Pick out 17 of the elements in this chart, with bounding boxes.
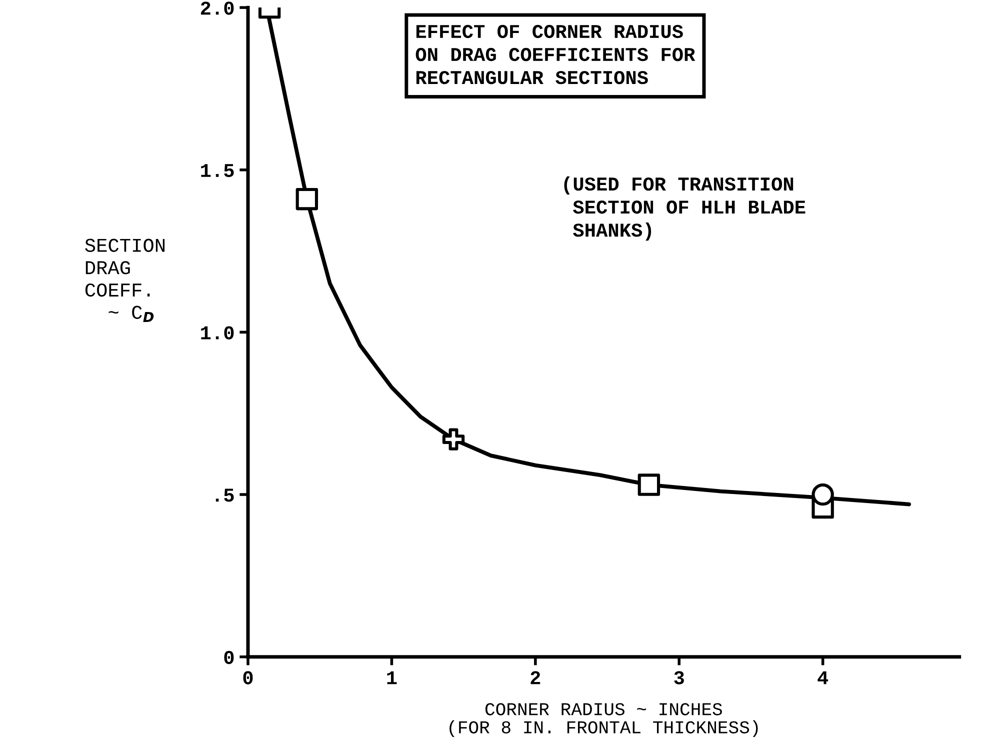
y-tick-label: 2.0	[200, 2, 234, 15]
text: EFFECT OF CORNER RADIUS ON DRAG COEFFICIENTS FOR RECTANGULAR SECTIONS	[416, 24, 696, 84]
y-axis-title: SECTION DRAG COEFF. ~ C$_{D}$	[85, 238, 165, 322]
x-tick-label: 4	[818, 671, 828, 684]
y-tick-label: 1.0	[201, 326, 234, 340]
x-tick-label: 3	[674, 671, 684, 684]
y-tick-label: 1.5	[201, 164, 234, 178]
y-tick-label: .5	[216, 488, 234, 502]
point	[442, 428, 465, 450]
x-tick-label: 1	[387, 671, 397, 684]
y-tick-label: 0	[224, 650, 234, 664]
x-axis-title: CORNER RADIUS ~ INCHES (FOR 8 IN. FRONTAL THICKNESS)	[450, 703, 758, 738]
x-tick-label: 2	[530, 671, 540, 684]
point	[812, 483, 834, 506]
point	[638, 474, 660, 496]
x-tick-label: 0	[243, 671, 253, 684]
annotation: (USED FOR TRANSITION SECTION OF HLH BLADE SHANKS)	[564, 176, 806, 241]
